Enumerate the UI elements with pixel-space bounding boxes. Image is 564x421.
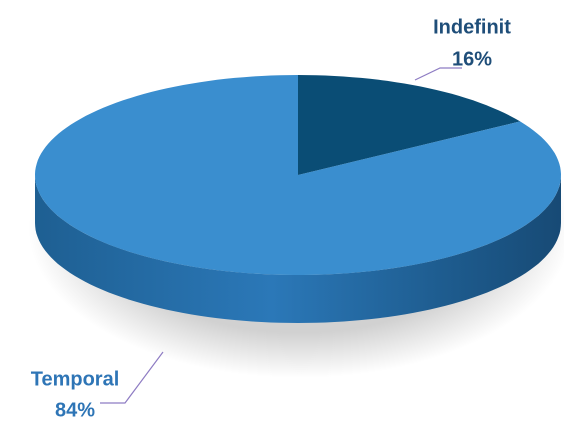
- value-label: 84%: [55, 399, 95, 421]
- pie-slice: [298, 75, 521, 175]
- pie-slice: [35, 75, 561, 275]
- category-label: Temporal: [31, 368, 120, 390]
- leader-line: [414, 67, 462, 81]
- pie: [35, 75, 561, 323]
- leader-line: [100, 351, 164, 404]
- pie-side: [35, 175, 561, 323]
- category-label: Indefinit: [433, 16, 511, 38]
- labels: Indefinit 16% Temporal 84%: [31, 16, 511, 421]
- value-label: 16%: [452, 48, 492, 70]
